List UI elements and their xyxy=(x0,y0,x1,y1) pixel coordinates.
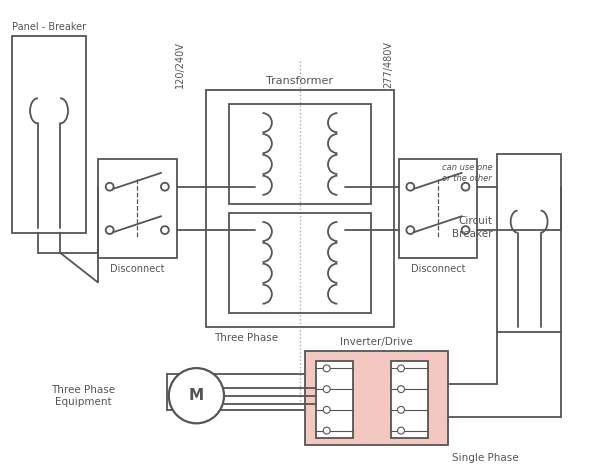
Bar xyxy=(305,351,448,445)
Text: Three Phase
Equipment: Three Phase Equipment xyxy=(51,385,115,406)
Bar xyxy=(206,90,394,327)
Text: M: M xyxy=(189,388,204,403)
Circle shape xyxy=(106,183,114,191)
Text: Disconnect: Disconnect xyxy=(411,264,465,274)
Circle shape xyxy=(323,427,330,434)
Circle shape xyxy=(398,365,405,372)
Text: Transformer: Transformer xyxy=(267,76,333,86)
Bar xyxy=(229,104,371,204)
Text: Single Phase: Single Phase xyxy=(452,453,519,463)
Text: Panel - Breaker: Panel - Breaker xyxy=(12,22,86,32)
Circle shape xyxy=(323,365,330,372)
Circle shape xyxy=(398,386,405,392)
Bar xyxy=(391,361,428,438)
Circle shape xyxy=(169,368,224,423)
Bar xyxy=(497,154,561,332)
Text: can use one
or the other: can use one or the other xyxy=(442,163,492,183)
Circle shape xyxy=(461,226,470,234)
Circle shape xyxy=(398,427,405,434)
Text: Three Phase: Three Phase xyxy=(214,334,278,343)
Text: Circuit
Breaker: Circuit Breaker xyxy=(452,216,492,239)
Circle shape xyxy=(161,183,169,191)
Circle shape xyxy=(398,406,405,413)
Circle shape xyxy=(323,406,330,413)
Text: Disconnect: Disconnect xyxy=(110,264,165,274)
Bar xyxy=(98,159,176,258)
Circle shape xyxy=(323,386,330,392)
Bar xyxy=(316,361,353,438)
Bar xyxy=(12,36,86,233)
Circle shape xyxy=(407,183,414,191)
Circle shape xyxy=(461,183,470,191)
Bar xyxy=(398,159,477,258)
Circle shape xyxy=(407,226,414,234)
Text: 120/240V: 120/240V xyxy=(175,41,185,88)
Circle shape xyxy=(161,226,169,234)
Text: 277/480V: 277/480V xyxy=(384,41,394,88)
Bar xyxy=(229,213,371,313)
Circle shape xyxy=(106,226,114,234)
Text: Inverter/Drive: Inverter/Drive xyxy=(340,337,412,348)
